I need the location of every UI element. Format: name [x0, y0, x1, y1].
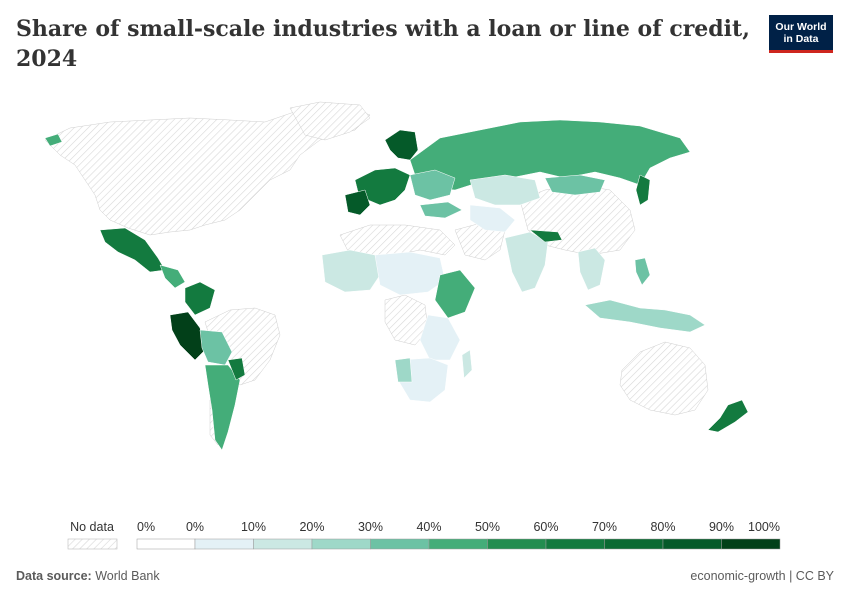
region-sahel[interactable]	[374, 251, 446, 296]
region-west-africa[interactable]	[321, 249, 381, 293]
region-east-africa[interactable]	[434, 269, 476, 319]
region-russia[interactable]	[409, 119, 691, 191]
legend-no-data-label: No data	[70, 520, 114, 534]
region-australia[interactable]	[619, 341, 709, 416]
legend-tick-label: 50%	[475, 520, 500, 534]
legend-bin-9	[662, 538, 722, 550]
legend-ticks: 0% 0% 10% 20% 30% 40% 50% 60% 70% 80% 90% 100%	[137, 520, 780, 534]
logo-line-1: Our World	[775, 20, 827, 33]
region-philippines[interactable]	[634, 257, 651, 286]
region-india[interactable]	[504, 231, 549, 293]
region-namibia[interactable]	[394, 357, 413, 383]
legend-tick-label: 80%	[650, 520, 675, 534]
legend-bin-0	[136, 538, 196, 550]
legend-tick-label: 30%	[358, 520, 383, 534]
region-uruguay-southbrazil[interactable]	[227, 357, 246, 381]
region-colombia-venezuela[interactable]	[184, 281, 216, 316]
world-map[interactable]	[0, 60, 850, 500]
legend-tick-label: 0%	[137, 520, 155, 534]
color-legend: No data 0% 0% 10% 20% 30% 40% 50% 60% 70% 80% 90% 1…	[67, 520, 781, 550]
region-indonesia[interactable]	[584, 299, 706, 333]
legend-tick-label: 20%	[299, 520, 324, 534]
legend-tick-label: 10%	[241, 520, 266, 534]
region-nepal-bangladesh[interactable]	[529, 229, 563, 243]
legend-bin-10	[721, 538, 781, 550]
legend-bin-4	[370, 538, 430, 550]
region-southeast-asia[interactable]	[577, 247, 606, 291]
legend-tick-label: 70%	[592, 520, 617, 534]
region-iberia[interactable]	[344, 189, 371, 216]
license-text[interactable]: economic-growth | CC BY	[690, 569, 834, 583]
region-scandinavia[interactable]	[384, 129, 419, 161]
legend-bin-6	[487, 538, 547, 550]
chart-title: Share of small-scale industries with a l…	[16, 16, 750, 72]
data-source: Data source: World Bank	[16, 569, 160, 583]
region-eastern-europe[interactable]	[409, 169, 456, 201]
region-japan[interactable]	[635, 174, 651, 206]
legend-tick-label: 90%	[709, 520, 734, 534]
source-value: World Bank	[95, 569, 160, 583]
region-central-east-africa[interactable]	[419, 314, 461, 361]
legend-bin-7	[545, 538, 605, 550]
legend-bins	[136, 538, 781, 550]
region-greenland[interactable]	[289, 101, 371, 141]
region-kazakhstan[interactable]	[469, 174, 541, 206]
legend-tick-label: 100%	[748, 520, 780, 534]
logo-line-2: in Data	[783, 32, 819, 45]
owid-logo[interactable]: Our World in Data	[769, 15, 833, 53]
legend-no-data-swatch	[67, 538, 118, 550]
legend-tick-label: 60%	[533, 520, 558, 534]
region-peru[interactable]	[169, 311, 206, 361]
legend-bin-5	[428, 538, 488, 550]
region-central-asia[interactable]	[469, 204, 516, 233]
legend-bin-3	[311, 538, 371, 550]
region-turkey[interactable]	[419, 201, 463, 219]
region-new-zealand[interactable]	[707, 399, 749, 433]
legend-tick-label: 40%	[416, 520, 441, 534]
legend-bin-8	[604, 538, 664, 550]
legend-tick-label: 0%	[186, 520, 204, 534]
source-label: Data source:	[16, 569, 92, 583]
region-central-america[interactable]	[159, 264, 186, 289]
region-mexico[interactable]	[99, 227, 166, 273]
region-north-america[interactable]	[44, 104, 371, 236]
region-mongolia[interactable]	[544, 174, 606, 196]
region-madagascar[interactable]	[461, 349, 473, 379]
legend-bin-1	[194, 538, 254, 550]
legend-bin-2	[253, 538, 313, 550]
region-alaska-tip[interactable]	[44, 133, 63, 147]
